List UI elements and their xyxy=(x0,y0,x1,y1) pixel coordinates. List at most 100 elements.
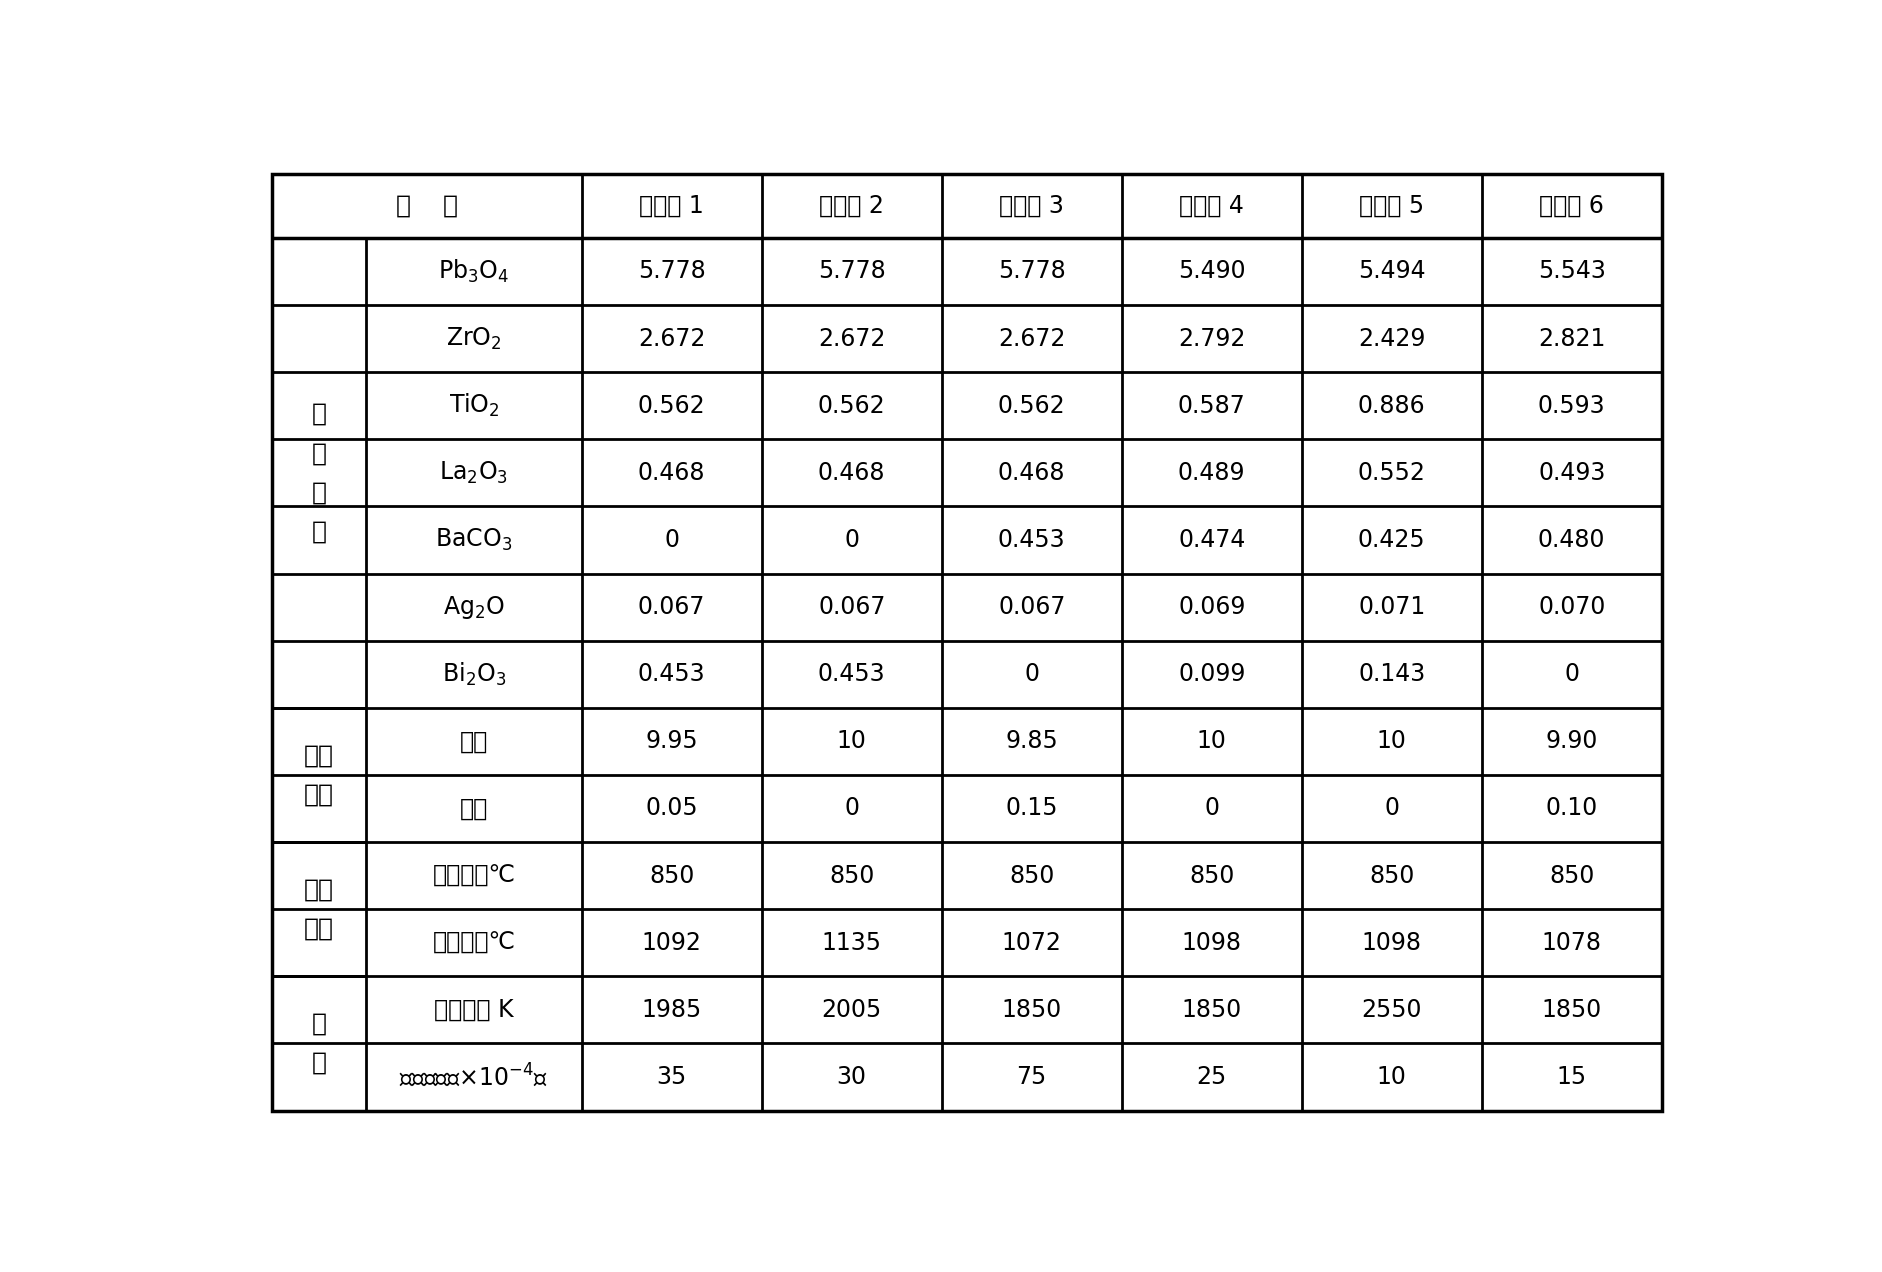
Text: 0.067: 0.067 xyxy=(638,595,706,619)
Text: 1850: 1850 xyxy=(1182,997,1242,1021)
Text: 1098: 1098 xyxy=(1363,931,1421,955)
Text: 35: 35 xyxy=(657,1065,687,1089)
Text: 0.067: 0.067 xyxy=(997,595,1065,619)
Text: 5.490: 5.490 xyxy=(1178,259,1246,284)
Text: 0.05: 0.05 xyxy=(646,796,698,820)
Text: 0: 0 xyxy=(664,528,679,552)
Text: 10: 10 xyxy=(1197,729,1227,753)
Text: 1098: 1098 xyxy=(1182,931,1242,955)
Text: 0.474: 0.474 xyxy=(1178,528,1246,552)
Text: 0: 0 xyxy=(845,528,860,552)
Text: 0.069: 0.069 xyxy=(1178,595,1246,619)
Text: 实施例 5: 实施例 5 xyxy=(1359,195,1425,218)
Text: 1135: 1135 xyxy=(822,931,881,955)
Text: 15: 15 xyxy=(1556,1065,1587,1089)
Text: 0.886: 0.886 xyxy=(1359,393,1425,417)
Text: 5.494: 5.494 xyxy=(1359,259,1425,284)
Text: Ag$_2$O: Ag$_2$O xyxy=(442,594,504,621)
Text: 0.562: 0.562 xyxy=(638,393,706,417)
Text: 2550: 2550 xyxy=(1361,997,1423,1021)
Text: 0.468: 0.468 xyxy=(997,460,1065,485)
Text: 2.821: 2.821 xyxy=(1538,327,1605,351)
Text: 0.067: 0.067 xyxy=(819,595,885,619)
Text: 850: 850 xyxy=(828,864,875,888)
Text: 0.099: 0.099 xyxy=(1178,663,1246,686)
Text: 9.90: 9.90 xyxy=(1545,729,1598,753)
Text: 2005: 2005 xyxy=(822,997,883,1021)
Text: 850: 850 xyxy=(1549,864,1594,888)
Text: 1078: 1078 xyxy=(1541,931,1602,955)
Text: 5.778: 5.778 xyxy=(997,259,1065,284)
Text: 项    目: 项 目 xyxy=(395,195,457,218)
Text: 5.778: 5.778 xyxy=(638,259,706,284)
Text: 实施例 3: 实施例 3 xyxy=(999,195,1063,218)
Text: ZrO$_2$: ZrO$_2$ xyxy=(446,326,502,351)
Text: 10: 10 xyxy=(837,729,866,753)
Text: 0.489: 0.489 xyxy=(1178,460,1246,485)
Text: 2.672: 2.672 xyxy=(997,327,1065,351)
Text: 0.071: 0.071 xyxy=(1359,595,1425,619)
Text: 实施例 4: 实施例 4 xyxy=(1180,195,1244,218)
Text: 10: 10 xyxy=(1378,1065,1406,1089)
Text: 主
料
配
方: 主 料 配 方 xyxy=(312,402,326,543)
Text: 0: 0 xyxy=(1024,663,1039,686)
Text: 0.468: 0.468 xyxy=(819,460,885,485)
Text: 0.480: 0.480 xyxy=(1538,528,1605,552)
Text: 辅料: 辅料 xyxy=(459,796,487,820)
Text: Pb$_3$O$_4$: Pb$_3$O$_4$ xyxy=(439,258,510,285)
Text: 25: 25 xyxy=(1197,1065,1227,1089)
Text: 850: 850 xyxy=(1189,864,1235,888)
Text: 1072: 1072 xyxy=(1001,931,1061,955)
Text: 0.453: 0.453 xyxy=(997,528,1065,552)
Text: 0: 0 xyxy=(845,796,860,820)
Text: 材料
配方: 材料 配方 xyxy=(305,743,333,806)
Text: 0.562: 0.562 xyxy=(997,393,1065,417)
Text: 电
气: 电 气 xyxy=(312,1011,326,1075)
Text: 1850: 1850 xyxy=(1001,997,1061,1021)
Text: 1092: 1092 xyxy=(642,931,702,955)
Text: 0.552: 0.552 xyxy=(1357,460,1427,485)
Text: 0.587: 0.587 xyxy=(1178,393,1246,417)
Text: 0: 0 xyxy=(1383,796,1398,820)
Text: 0.15: 0.15 xyxy=(1005,796,1058,820)
Text: 介质损耗（×10$^{-4}$）: 介质损耗（×10$^{-4}$） xyxy=(399,1063,548,1091)
Text: 实施例 6: 实施例 6 xyxy=(1539,195,1603,218)
Text: 工艺
要点: 工艺 要点 xyxy=(305,878,333,941)
Text: 9.95: 9.95 xyxy=(646,729,698,753)
Text: 0.468: 0.468 xyxy=(638,460,706,485)
Text: 30: 30 xyxy=(837,1065,868,1089)
Text: 850: 850 xyxy=(1368,864,1415,888)
Text: 0.143: 0.143 xyxy=(1359,663,1425,686)
Text: 成瓷温度℃: 成瓷温度℃ xyxy=(433,931,516,955)
Text: Bi$_2$O$_3$: Bi$_2$O$_3$ xyxy=(442,660,506,688)
Text: 0.453: 0.453 xyxy=(638,663,706,686)
Text: 5.543: 5.543 xyxy=(1538,259,1605,284)
Text: 2.672: 2.672 xyxy=(819,327,885,351)
Text: 0.562: 0.562 xyxy=(819,393,886,417)
Text: 2.429: 2.429 xyxy=(1359,327,1425,351)
Text: 0.10: 0.10 xyxy=(1545,796,1598,820)
Text: 1985: 1985 xyxy=(642,997,702,1021)
Text: TiO$_2$: TiO$_2$ xyxy=(448,392,499,420)
Text: La$_2$O$_3$: La$_2$O$_3$ xyxy=(439,459,508,486)
Text: 850: 850 xyxy=(1009,864,1054,888)
Text: 0.593: 0.593 xyxy=(1538,393,1605,417)
Text: 0.425: 0.425 xyxy=(1359,528,1425,552)
Text: 煛烧温度℃: 煛烧温度℃ xyxy=(433,864,516,888)
Text: BaCO$_3$: BaCO$_3$ xyxy=(435,527,512,553)
Text: 75: 75 xyxy=(1016,1065,1046,1089)
Text: 2.792: 2.792 xyxy=(1178,327,1246,351)
Text: 实施例 1: 实施例 1 xyxy=(640,195,704,218)
Text: 0.070: 0.070 xyxy=(1538,595,1605,619)
Text: 0.493: 0.493 xyxy=(1538,460,1605,485)
Text: 9.85: 9.85 xyxy=(1005,729,1058,753)
Text: 5.778: 5.778 xyxy=(819,259,886,284)
Text: 实施例 2: 实施例 2 xyxy=(819,195,885,218)
Text: 主料: 主料 xyxy=(459,729,487,753)
Text: 介电常数 K: 介电常数 K xyxy=(435,997,514,1021)
Text: 850: 850 xyxy=(649,864,694,888)
Text: 10: 10 xyxy=(1378,729,1406,753)
Text: 1850: 1850 xyxy=(1541,997,1602,1021)
Text: 0: 0 xyxy=(1564,663,1579,686)
Text: 0: 0 xyxy=(1204,796,1220,820)
